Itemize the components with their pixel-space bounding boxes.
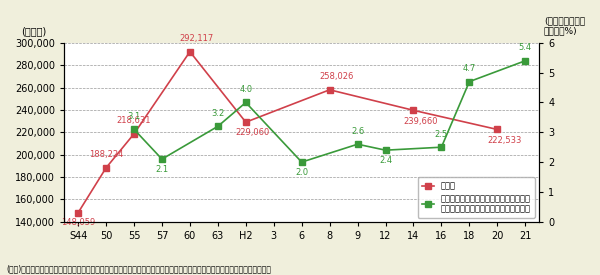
Text: 2.6: 2.6 xyxy=(351,127,364,136)
Text: (施設数): (施設数) xyxy=(22,26,47,36)
Text: (出典)　内閣府「体力・スポーツに関する世論調査」及び文部科学者「体育・スポーツ施設現況調査」に基づき文部科学者作成: (出典) 内閣府「体力・スポーツに関する世論調査」及び文部科学者「体育・スポーツ… xyxy=(6,265,271,274)
Text: 188,224: 188,224 xyxy=(89,150,123,160)
Text: 2.0: 2.0 xyxy=(295,168,308,177)
Text: 292,117: 292,117 xyxy=(180,34,214,43)
Legend: 施設数, スポーツ活動を行わなかった理由として
場所や施設の不足を挙げている者の割合: 施設数, スポーツ活動を行わなかった理由として 場所や施設の不足を挙げている者の… xyxy=(418,177,535,218)
Text: 218,631: 218,631 xyxy=(117,117,151,125)
Text: 3.1: 3.1 xyxy=(127,112,140,121)
Text: 222,533: 222,533 xyxy=(487,136,521,145)
Text: 4.7: 4.7 xyxy=(463,64,476,73)
Text: 258,026: 258,026 xyxy=(319,72,354,81)
Text: 4.0: 4.0 xyxy=(239,85,253,94)
Text: 148,059: 148,059 xyxy=(61,218,95,227)
Text: (場所や施設数が
ないから%): (場所や施設数が ないから%) xyxy=(544,16,585,36)
Text: 5.4: 5.4 xyxy=(518,43,532,53)
Text: 2.5: 2.5 xyxy=(435,130,448,139)
Text: 2.4: 2.4 xyxy=(379,156,392,166)
Text: 2.1: 2.1 xyxy=(155,165,169,174)
Text: 3.2: 3.2 xyxy=(211,109,224,118)
Text: 229,060: 229,060 xyxy=(236,128,270,138)
Text: 239,660: 239,660 xyxy=(403,117,437,126)
